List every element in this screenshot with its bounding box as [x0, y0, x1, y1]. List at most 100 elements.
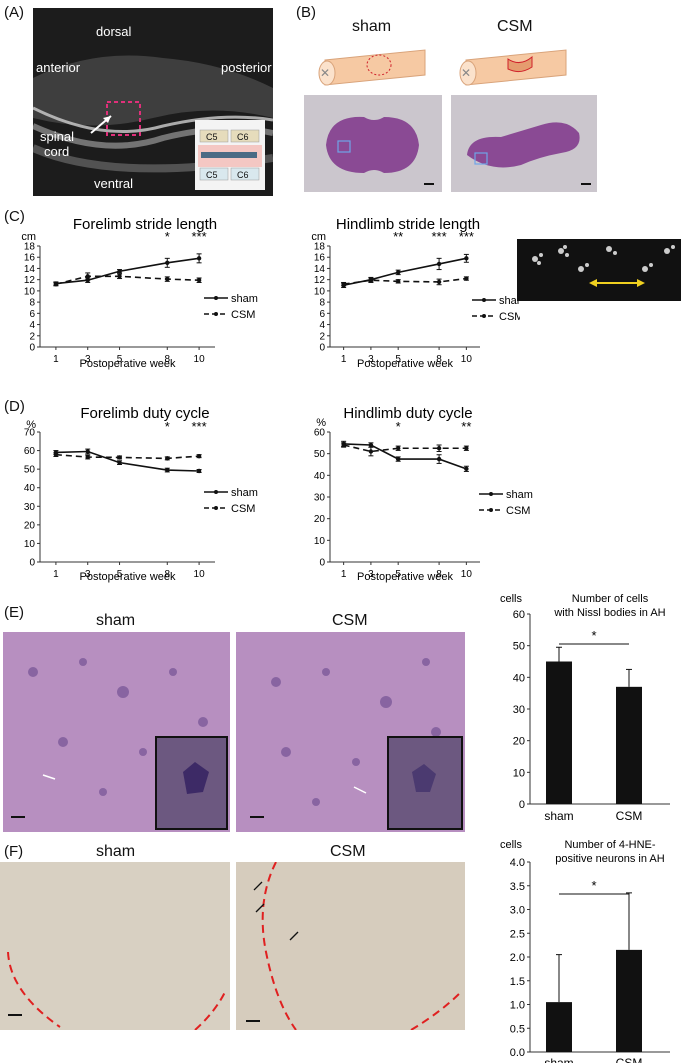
f-csm-label: CSM — [330, 843, 366, 860]
chart-title: Hindlimb stride length — [336, 216, 480, 233]
mri-cord-label: cord — [44, 144, 70, 159]
y-tick-label: 60 — [513, 609, 525, 621]
sham-nissl-image — [3, 632, 230, 832]
y-tick-label: 14 — [24, 264, 36, 275]
x-axis-label: Postoperative week — [357, 358, 453, 370]
x-tick-label: 5 — [395, 354, 401, 365]
data-point — [395, 270, 401, 275]
inset-c6-top: C6 — [237, 132, 249, 142]
mri-image — [33, 8, 273, 196]
data-point — [196, 468, 202, 474]
y-tick-label: 1.5 — [510, 976, 525, 988]
b-csm-label: CSM — [497, 18, 533, 35]
series-line-csm — [55, 275, 200, 285]
chart-title-line: positive neurons in AH — [555, 853, 665, 865]
panel-a-label: (A) — [4, 4, 24, 21]
mri-ventral-label: ventral — [94, 176, 134, 191]
x-tick-label: 8 — [164, 354, 170, 365]
y-tick-label: 3.0 — [510, 905, 525, 917]
data-point — [85, 278, 90, 283]
data-point — [117, 460, 122, 465]
y-tick-label: 10 — [24, 539, 36, 550]
y-tick-label: 3.5 — [510, 881, 525, 893]
csm-nissl-image — [236, 632, 465, 832]
y-tick-label: 6 — [29, 309, 35, 320]
data-point — [165, 276, 170, 282]
data-point — [436, 261, 442, 267]
legend-marker — [214, 506, 218, 510]
data-point — [165, 260, 170, 266]
hindlimb-duty-chart: Hindlimb duty cycle% Postoperative week 0 1… — [314, 405, 533, 583]
csm-cord-diagram: ✕ — [459, 49, 567, 86]
data-point — [196, 278, 202, 283]
forelimb-duty-chart: Forelimb duty cycle% Postoperative week 0 1… — [24, 405, 258, 583]
x-axis-label: Postoperative week — [357, 571, 453, 583]
x-tick-label: 3 — [85, 569, 91, 580]
y-tick-label: 2.5 — [510, 928, 525, 940]
x-axis-label: Postoperative week — [80, 358, 176, 370]
svg-text:✕: ✕ — [320, 66, 330, 80]
significance-marker: ** — [393, 229, 403, 244]
data-point — [368, 449, 374, 454]
legend-marker — [482, 298, 486, 302]
legend-marker — [489, 492, 493, 496]
csm-section-image — [451, 95, 597, 192]
y-tick-label: 4 — [319, 320, 325, 331]
y-tick-label: 0 — [29, 343, 35, 354]
data-point — [117, 274, 122, 279]
data-point — [395, 279, 401, 284]
significance-marker: *** — [191, 229, 206, 244]
y-tick-label: 4 — [29, 320, 35, 331]
data-point — [368, 442, 374, 448]
x-tick-label: 8 — [436, 569, 442, 580]
x-tick-label: 3 — [85, 354, 91, 365]
legend-label: sham — [499, 295, 520, 307]
y-tick-label: 20 — [513, 736, 525, 748]
y-tick-label: 16 — [24, 253, 36, 264]
data-point — [464, 276, 469, 281]
panel-f-label: (F) — [4, 843, 24, 860]
x-tick-label: 5 — [395, 569, 401, 580]
y-axis-unit: % — [26, 419, 36, 431]
x-tick-label: 8 — [436, 354, 442, 365]
y-tick-label: 2.0 — [510, 952, 525, 964]
y-tick-label: 0 — [319, 558, 325, 569]
x-tick-label: 10 — [461, 354, 473, 365]
y-tick-label: 50 — [314, 449, 326, 460]
chart-title: Hindlimb duty cycle — [343, 405, 472, 422]
significance-marker: *** — [431, 229, 446, 244]
legend-label: CSM — [506, 505, 530, 517]
chart-title-line: Number of cells — [572, 593, 649, 605]
hne-bar-chart: Number of 4-HNE-positive neurons in AH ce… — [500, 839, 670, 1063]
y-tick-label: 60 — [24, 446, 36, 457]
mri-spinal-label: spinal — [40, 129, 74, 144]
x-tick-label: 1 — [53, 569, 59, 580]
chart-title-line: with Nissl bodies in AH — [553, 607, 665, 619]
y-tick-label: 16 — [314, 253, 326, 264]
y-tick-label: 0.5 — [510, 1023, 525, 1035]
y-axis-unit: cells — [500, 593, 523, 605]
y-tick-label: 8 — [319, 298, 325, 309]
x-tick-label: 10 — [461, 569, 473, 580]
data-point — [53, 281, 59, 287]
bar-sham — [546, 661, 572, 804]
x-tick-label: 3 — [368, 569, 374, 580]
data-point — [368, 278, 374, 283]
y-tick-label: 18 — [314, 242, 326, 253]
y-tick-label: 8 — [29, 298, 35, 309]
category-label: sham — [544, 809, 573, 823]
y-axis-unit: cells — [500, 839, 523, 851]
y-tick-label: 10 — [314, 286, 326, 297]
y-tick-label: 30 — [314, 493, 326, 504]
data-point — [53, 452, 59, 457]
data-point — [341, 442, 346, 448]
legend-marker — [214, 296, 218, 300]
y-tick-label: 70 — [24, 428, 36, 439]
legend-label: CSM — [231, 309, 255, 321]
bar-sham — [546, 1002, 572, 1052]
legend-marker — [482, 314, 486, 318]
significance-marker: * — [165, 229, 170, 244]
panel-d-label: (D) — [4, 398, 25, 415]
y-tick-label: 18 — [24, 242, 36, 253]
category-label: CSM — [616, 809, 643, 823]
